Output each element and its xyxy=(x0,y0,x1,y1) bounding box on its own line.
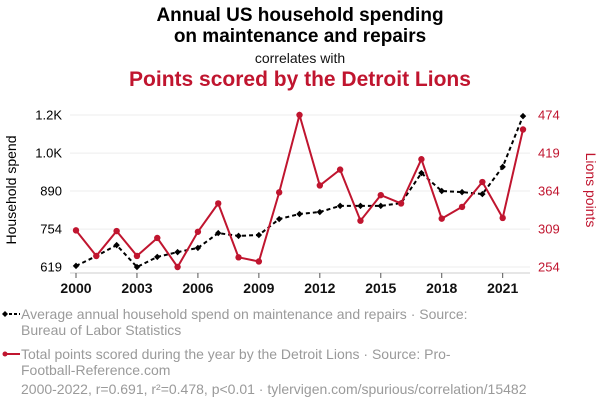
y-axis-left-title: Household spend xyxy=(3,136,19,245)
lions-points-point xyxy=(357,217,364,224)
household-spend-point xyxy=(336,202,344,210)
lions-points-point xyxy=(194,228,202,235)
solid-dot-line-icon xyxy=(2,351,20,357)
lions-points-point xyxy=(377,191,384,199)
y-left-tick-label: 890 xyxy=(40,184,62,199)
y-right-tick-label: 364 xyxy=(538,184,560,199)
footer-stats: 2000-2022, r=0.691, r²=0.478, p<0.01 · t… xyxy=(21,381,527,397)
legend-text-lions-points: Total points scored during the year by t… xyxy=(21,346,451,378)
household-spend-point xyxy=(377,202,384,210)
chart-title-secondary: Points scored by the Detroit Lions xyxy=(129,68,471,91)
y-right-tick-label: 309 xyxy=(538,222,560,237)
x-tick-label: 2000 xyxy=(60,280,91,296)
household-spend-point xyxy=(194,244,202,252)
axes: 619 754 890 1.0K 1.2K 254 309 364 419 474 2000 2003… xyxy=(35,108,559,297)
lions-points-point xyxy=(72,227,80,234)
x-tick-label: 2012 xyxy=(304,280,335,296)
household-spend-line xyxy=(75,115,524,269)
household-spend-point xyxy=(438,187,445,195)
household-spend-point xyxy=(113,241,120,249)
x-tick-label: 2009 xyxy=(243,280,274,296)
x-tick-label: 2006 xyxy=(182,280,213,296)
household-spend-point xyxy=(296,210,303,218)
lions-points-point xyxy=(296,111,303,119)
household-spend-point xyxy=(133,263,141,271)
lions-points-point xyxy=(519,126,527,133)
household-spend-point xyxy=(275,215,283,223)
chart-title-line2: on maintenance and repairs xyxy=(173,26,427,47)
lions-points-point xyxy=(418,156,425,163)
lions-points-point xyxy=(215,200,222,207)
y-left-tick-label: 1.2K xyxy=(35,108,62,123)
household-spend-point xyxy=(72,262,80,270)
lions-points-point xyxy=(275,189,283,196)
lions-points-point xyxy=(316,182,324,189)
household-spend-point xyxy=(235,232,242,240)
y-axis-right-title: Lions points xyxy=(583,153,599,228)
household-spend-point xyxy=(174,248,181,256)
lions-points-point xyxy=(397,200,405,207)
y-left-tick-label: 1.0K xyxy=(35,146,62,161)
lions-points-point xyxy=(133,252,141,260)
lions-points-point xyxy=(93,252,100,260)
series-markers xyxy=(72,111,527,271)
y-right-tick-label: 474 xyxy=(538,108,560,123)
lions-points-point xyxy=(174,263,181,271)
legend-text-household-spend: Average annual household spend on mainte… xyxy=(21,306,468,338)
y-right-tick-label: 254 xyxy=(538,260,560,275)
lions-points-point xyxy=(255,258,263,265)
lions-points-point xyxy=(154,234,161,242)
household-spend-point xyxy=(316,208,324,216)
x-tick-label: 2018 xyxy=(426,280,457,296)
lions-points-point xyxy=(479,178,486,186)
x-tick-label: 2021 xyxy=(487,280,518,296)
household-spend-point xyxy=(418,169,425,177)
lions-points-point xyxy=(458,203,466,211)
household-spend-point xyxy=(458,188,466,196)
lions-points-point xyxy=(438,215,445,222)
y-left-tick-label: 619 xyxy=(40,260,62,275)
lions-points-point xyxy=(235,254,242,261)
lions-points-point xyxy=(113,227,120,235)
lions-points-point xyxy=(499,214,506,222)
chart-subtitle: correlates with xyxy=(254,50,346,66)
household-spend-point xyxy=(255,231,263,239)
household-spend-point xyxy=(215,229,222,237)
household-spend-point xyxy=(499,163,506,171)
household-spend-point xyxy=(519,112,527,120)
household-spend-point xyxy=(357,202,364,210)
household-spend-point xyxy=(479,190,486,198)
y-left-tick-label: 754 xyxy=(40,222,62,237)
x-tick-label: 2015 xyxy=(365,280,396,296)
lions-points-point xyxy=(336,166,344,173)
y-right-tick-label: 419 xyxy=(538,146,560,161)
x-tick-label: 2003 xyxy=(121,280,152,296)
dashed-diamond-line-icon xyxy=(2,311,20,317)
household-spend-point xyxy=(154,253,161,261)
chart-title-line1: Annual US household spending xyxy=(156,5,444,26)
